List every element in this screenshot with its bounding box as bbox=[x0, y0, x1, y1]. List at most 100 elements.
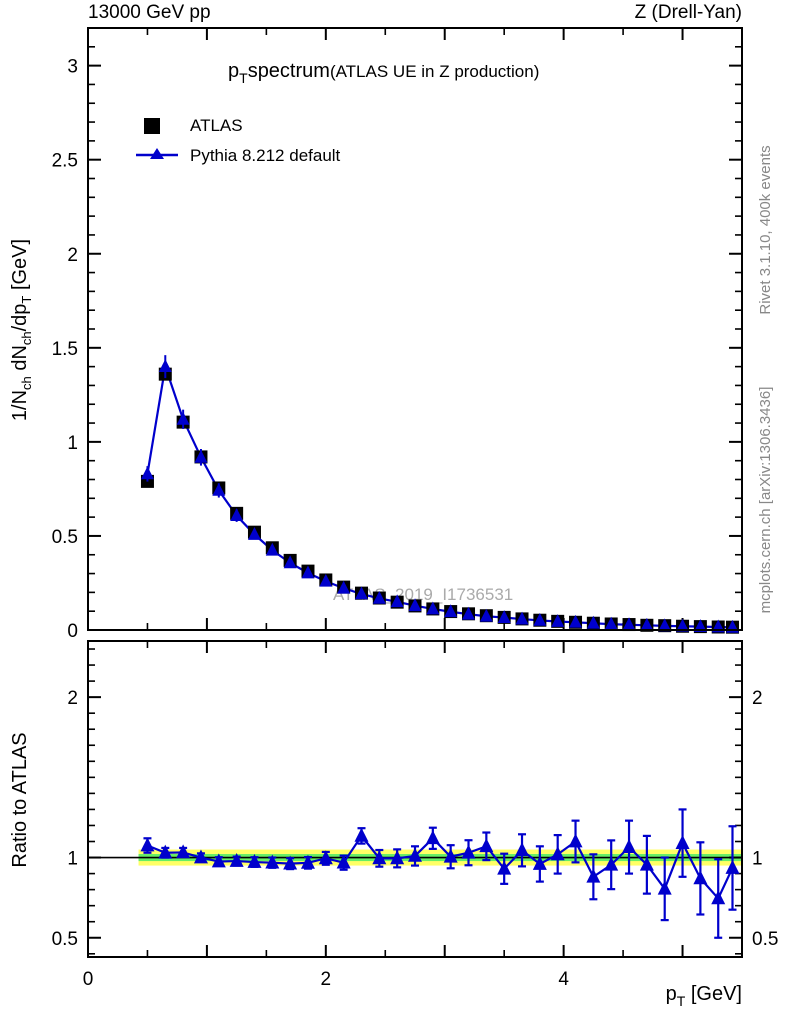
y-axis-title-sub2: ch bbox=[19, 331, 34, 345]
legend-label-atlas: ATLAS bbox=[190, 116, 243, 135]
mc-marker-triangle bbox=[337, 580, 351, 594]
ratio-marker-triangle bbox=[657, 880, 672, 895]
mc-marker-triangle bbox=[283, 555, 297, 569]
ratio-y-tick-labels-right: 0.5 1 2 bbox=[752, 688, 778, 950]
main-y-tick-label: 1 bbox=[67, 433, 78, 454]
side-annotation-source: mcplots.cern.ch [arXiv:1306.3436] bbox=[757, 387, 774, 614]
ratio-marker-triangle bbox=[283, 855, 298, 870]
mc-marker-triangle bbox=[319, 573, 333, 587]
ratio-marker-triangle bbox=[568, 833, 583, 848]
mc-marker-triangle bbox=[247, 526, 261, 540]
ratio-marker-triangle bbox=[140, 837, 155, 852]
mc-marker-triangle bbox=[604, 616, 618, 630]
mc-marker-triangle bbox=[676, 618, 690, 632]
main-y-tick-label: 1.5 bbox=[52, 339, 78, 360]
x-axis-title-post: [GeV] bbox=[685, 983, 742, 1005]
mc-marker-triangle bbox=[444, 604, 458, 618]
main-y-tick-labels: 0 0.5 1 1.5 2 2.5 3 bbox=[52, 57, 78, 642]
ratio-marker-triangle bbox=[443, 848, 458, 863]
ratio-marker-triangle bbox=[265, 854, 280, 869]
legend-marker-triangle-icon bbox=[150, 148, 164, 159]
ratio-marker-triangle bbox=[622, 839, 637, 853]
mc-marker-triangle bbox=[354, 586, 368, 600]
y-axis-title-p0: 1/N bbox=[9, 390, 31, 421]
ratio-marker-triangle bbox=[586, 868, 601, 883]
ratio-marker-triangle bbox=[247, 853, 262, 868]
y-axis-title-sub3: T bbox=[19, 296, 34, 304]
ratio-plot-panel: 0.5 1 2 0.5 1 2 0 2 4 Ratio to ATLAS pT [GeV] bbox=[9, 640, 778, 1009]
ratio-marker-triangle bbox=[550, 846, 565, 861]
main-y-tick-label: 0.5 bbox=[52, 527, 78, 548]
ratio-y-tick-label: 1 bbox=[67, 849, 78, 870]
ratio-marker-triangle bbox=[176, 844, 191, 859]
ratio-marker-triangle bbox=[425, 830, 440, 845]
mc-marker-triangle bbox=[426, 601, 440, 615]
main-plot-panel: 00.511.522.53 1/Nch dNch/dpT [GeV] pTspe… bbox=[9, 27, 743, 642]
mc-marker-triangle bbox=[551, 614, 565, 627]
mc-marker-triangle bbox=[265, 542, 279, 556]
ratio-marker-triangle bbox=[639, 856, 654, 871]
mc-marker-triangle bbox=[497, 610, 511, 623]
side-annotation-generator: Rivet 3.1.10, 400k events bbox=[757, 145, 774, 314]
ratio-marker-triangle bbox=[515, 842, 530, 857]
main-data-series bbox=[140, 355, 739, 634]
main-y-tick-label: 2 bbox=[67, 245, 78, 266]
mc-connecting-line bbox=[146, 366, 733, 629]
ratio-marker-triangle bbox=[193, 849, 208, 864]
ratio-marker-triangle bbox=[604, 856, 619, 871]
y-axis-title-sub1: ch bbox=[19, 376, 34, 390]
mc-marker-triangle bbox=[569, 614, 583, 628]
ratio-marker-triangle bbox=[300, 854, 315, 869]
mc-marker-triangle bbox=[462, 606, 476, 620]
mc-marker-triangle bbox=[693, 619, 707, 633]
ratio-y-tick-labels: 0.5 1 2 bbox=[52, 688, 78, 950]
ratio-marker-triangle bbox=[229, 853, 244, 867]
mc-marker-triangle bbox=[372, 590, 386, 604]
mc-marker-triangle bbox=[586, 615, 600, 629]
ratio-marker-triangle bbox=[318, 850, 333, 865]
ratio-y-tick-label: 2 bbox=[67, 688, 78, 709]
x-tick-label: 0 bbox=[83, 969, 94, 990]
mc-marker-triangle bbox=[479, 608, 493, 622]
legend: ATLAS Pythia 8.212 default bbox=[136, 116, 341, 165]
x-axis-title-p: p bbox=[666, 983, 677, 1005]
plot-title-main: spectrum bbox=[248, 60, 330, 82]
mc-marker-triangle bbox=[390, 594, 404, 608]
ratio-marker-triangle bbox=[390, 850, 405, 865]
mc-marker-triangle bbox=[622, 617, 636, 631]
mc-marker-triangle bbox=[408, 598, 422, 612]
ratio-marker-triangle bbox=[461, 844, 476, 859]
mc-marker-triangle bbox=[301, 565, 315, 579]
mc-marker-triangle bbox=[533, 612, 547, 626]
x-axis-title: pT [GeV] bbox=[666, 983, 742, 1009]
main-panel-frame bbox=[87, 27, 743, 631]
ratio-marker-triangle bbox=[408, 847, 422, 862]
ratio-axis-ticks bbox=[87, 641, 743, 957]
x-axis-title-sub: T bbox=[677, 993, 686, 1009]
ratio-marker-triangle bbox=[372, 850, 387, 865]
main-y-tick-label: 3 bbox=[67, 57, 78, 78]
ratio-marker-triangle bbox=[211, 853, 226, 868]
x-tick-label: 2 bbox=[321, 969, 332, 990]
plot-title-pt: p bbox=[228, 60, 239, 82]
ratio-marker-triangle bbox=[158, 844, 173, 859]
y-axis-title-p4: /dp bbox=[9, 304, 31, 332]
ratio-marker-triangle bbox=[354, 827, 369, 842]
ratio-clipped-group bbox=[140, 808, 740, 939]
ratio-marker-triangle bbox=[497, 860, 512, 875]
ratio-marker-triangle bbox=[711, 890, 726, 905]
y-axis-title: 1/Nch dNch/dpT [GeV] bbox=[9, 239, 34, 421]
y-axis-title-p2: dN bbox=[9, 345, 31, 376]
ratio-marker-triangle bbox=[479, 838, 494, 853]
header-beam-label: 13000 GeV pp bbox=[88, 2, 211, 23]
main-y-tick-label: 2.5 bbox=[52, 151, 78, 172]
plot-title-sub: T bbox=[239, 70, 248, 86]
ratio-marker-triangle bbox=[675, 835, 690, 849]
ratio-y-tick-label-right: 1 bbox=[752, 849, 763, 870]
legend-marker-square-icon bbox=[144, 118, 160, 134]
ratio-marker-triangle bbox=[725, 859, 740, 874]
ratio-marker-triangle bbox=[532, 855, 547, 870]
